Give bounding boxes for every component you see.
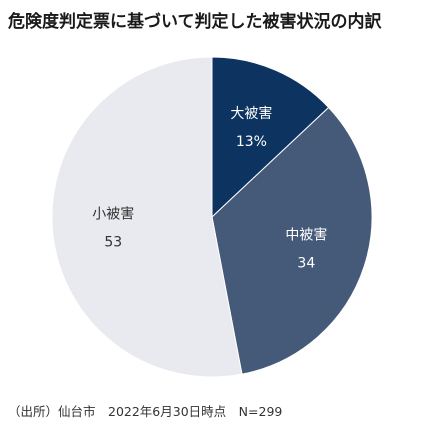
- slice-label-2: 中被害: [285, 228, 327, 244]
- pie-slice-2: [211, 106, 373, 375]
- slice-label-3: 小被害: [92, 206, 134, 222]
- source-note: （出所）仙台市 2022年6月30日時点 N=299: [8, 404, 283, 419]
- pie-slice-3: [51, 56, 243, 378]
- pie-slices: [51, 56, 373, 378]
- slice-value-2: 34: [297, 256, 315, 272]
- pie-labels: 大被害 13% 中被害 34 小被害 53: [92, 106, 327, 272]
- slice-value-1: 13%: [236, 134, 267, 150]
- slice-value-3: 53: [104, 234, 122, 250]
- slice-label-1: 大被害: [230, 106, 272, 122]
- pie-slice-1: [211, 56, 330, 219]
- chart-title: 危険度判定票に基づいて判定した被害状況の内訳: [8, 12, 382, 32]
